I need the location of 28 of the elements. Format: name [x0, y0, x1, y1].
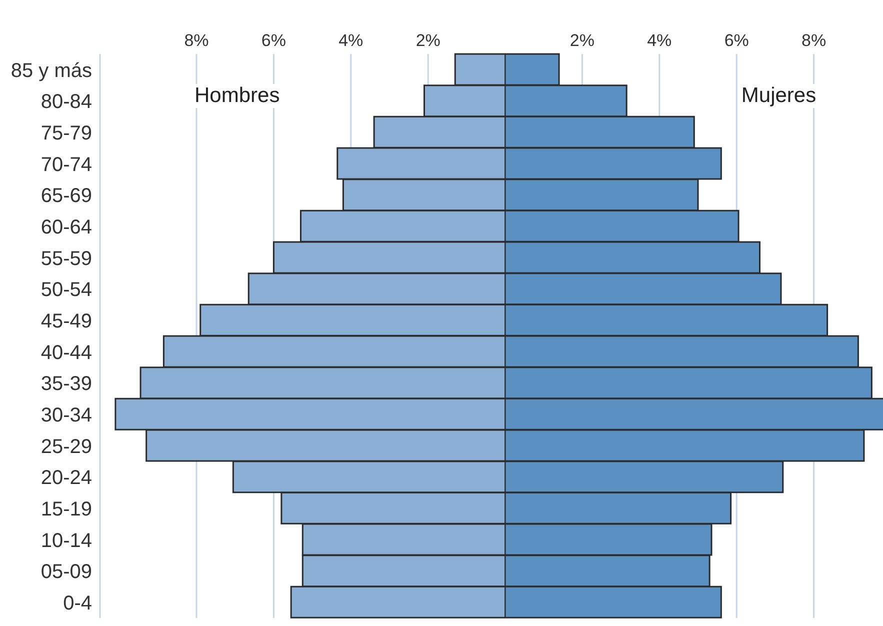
x-tick-label: 4% — [338, 31, 364, 50]
y-tick-label: 55-59 — [40, 248, 92, 270]
y-tick-label: 70-74 — [40, 154, 92, 176]
text: Hombres — [194, 84, 280, 108]
x-tick-label: 2% — [416, 31, 440, 50]
x-tick-label: 8% — [184, 31, 209, 50]
y-tick-label: 50-54 — [40, 279, 92, 302]
y-tick-label: 85 y más — [10, 60, 92, 82]
x-tick-label: 6% — [261, 31, 286, 50]
y-tick-label: 40-44 — [40, 342, 92, 364]
x-tick-label: 2% — [570, 31, 595, 50]
y-tick-label: 10-14 — [40, 530, 92, 552]
y-tick-label: 45-49 — [40, 310, 92, 332]
y-tick-label: 05-09 — [40, 561, 92, 584]
y-tick-label: 20-24 — [40, 467, 92, 490]
y-tick-label: 60-64 — [40, 216, 92, 238]
y-tick-label: 0-4 — [63, 592, 92, 614]
text: Mujeres — [741, 84, 816, 108]
y-tick-label: 25-29 — [40, 436, 92, 458]
y-tick-label: 35-39 — [40, 373, 92, 396]
y-tick-label: 75-79 — [40, 122, 92, 144]
x-tick-label: 4% — [647, 31, 672, 50]
x-tick-label: 6% — [724, 31, 750, 50]
y-tick-label: 30-34 — [40, 404, 92, 426]
y-tick-label: 65-69 — [40, 185, 92, 208]
x-tick-label: 8% — [802, 31, 826, 50]
y-tick-label: 15-19 — [40, 498, 92, 520]
y-tick-label: 80-84 — [40, 91, 92, 114]
